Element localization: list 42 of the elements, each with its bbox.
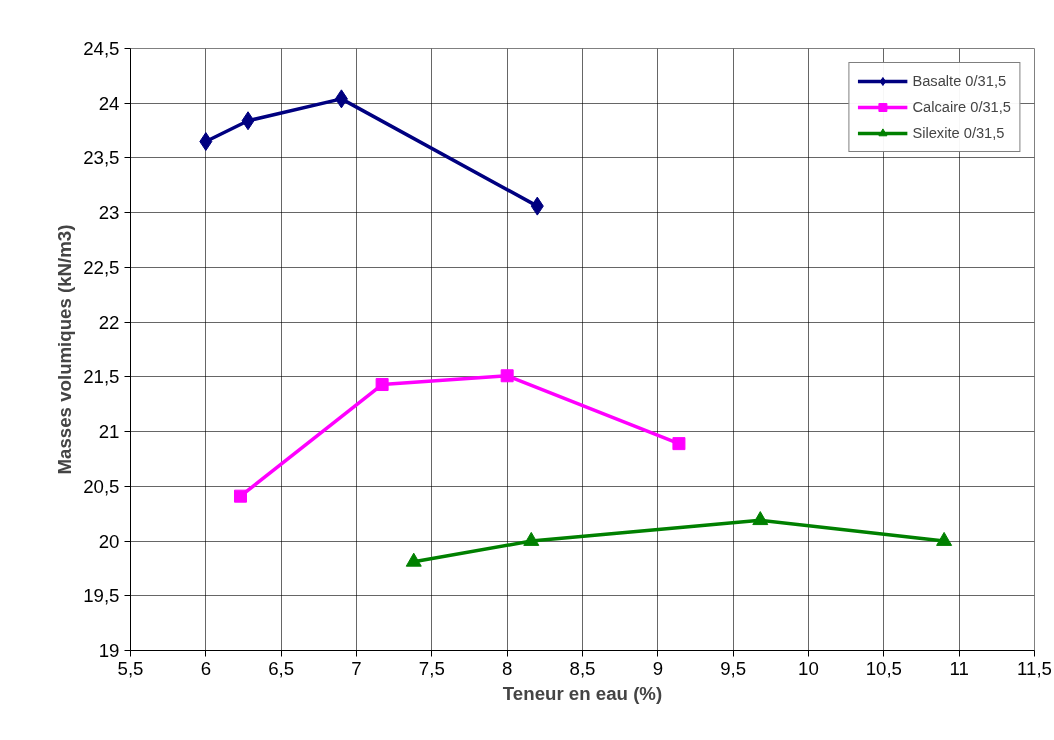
point: [405, 552, 422, 567]
y-tick-label: 20: [98, 530, 120, 552]
x-axis-title: Teneur en eau (%): [502, 682, 663, 704]
point: [672, 437, 686, 451]
y-tick-label: 21,5: [83, 366, 120, 388]
point: [233, 489, 247, 503]
point: [500, 369, 514, 383]
x-tick-label: 9,5: [720, 657, 747, 679]
x-tick-label: 6: [200, 657, 212, 679]
point: [936, 531, 953, 546]
x-tick-label: 11: [949, 657, 969, 679]
x-tick-label: 8: [501, 657, 513, 679]
point: [334, 89, 348, 109]
point: [530, 196, 544, 216]
x-tick-label: 9: [652, 657, 664, 679]
y-axis-title: Masses volumiques (kN/m3): [54, 224, 76, 475]
y-tick-label: 22: [98, 311, 120, 333]
point: [523, 531, 540, 546]
x-tick-label: 7: [351, 657, 362, 679]
point: [375, 378, 389, 392]
legend-label: Silexite 0/31,5: [912, 125, 1005, 141]
y-tick-label: 21: [98, 421, 120, 443]
x-tick-label: 5,5: [117, 657, 144, 679]
y-tick-label: 19: [98, 640, 120, 661]
x-tick-label: 6,5: [268, 657, 295, 679]
y-tick-label: 19,5: [83, 585, 120, 607]
x-tick-label: 11,5: [1017, 657, 1052, 679]
y-tick-label: 20,5: [83, 475, 120, 497]
y-tick-label: 23: [98, 202, 120, 224]
y-tick-label: 23,5: [83, 147, 120, 169]
point: [752, 511, 769, 526]
legend-label: Basalte 0/31,5: [912, 73, 1007, 89]
y-tick-label: 24: [98, 92, 120, 114]
point: [199, 132, 213, 152]
x-tick-label: 7,5: [418, 657, 445, 679]
x-tick-label: 8,5: [569, 657, 596, 679]
legend-label: Calcaire 0/31,5: [912, 99, 1011, 115]
x-tick-label: 10: [798, 657, 819, 679]
x-tick-label: 10,5: [865, 657, 902, 679]
y-tick-label: 22,5: [83, 256, 120, 278]
point: [241, 111, 255, 131]
y-tick-label: 24,5: [83, 38, 120, 59]
